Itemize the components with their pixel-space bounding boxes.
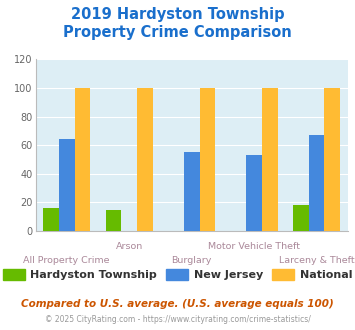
Text: Larceny & Theft: Larceny & Theft bbox=[279, 256, 355, 265]
Bar bbox=[137, 88, 153, 231]
Bar bbox=[309, 135, 324, 231]
Bar bbox=[262, 88, 278, 231]
Bar bbox=[43, 208, 59, 231]
Bar bbox=[59, 140, 75, 231]
Text: Motor Vehicle Theft: Motor Vehicle Theft bbox=[208, 242, 300, 251]
Legend: Hardyston Township, New Jersey, National: Hardyston Township, New Jersey, National bbox=[0, 265, 355, 285]
Bar bbox=[200, 88, 215, 231]
Text: All Property Crime: All Property Crime bbox=[23, 256, 110, 265]
Bar bbox=[184, 152, 200, 231]
Text: Burglary: Burglary bbox=[171, 256, 212, 265]
Bar bbox=[324, 88, 340, 231]
Bar bbox=[246, 155, 262, 231]
Text: 2019 Hardyston Township
Property Crime Comparison: 2019 Hardyston Township Property Crime C… bbox=[63, 7, 292, 40]
Bar bbox=[293, 205, 309, 231]
Bar bbox=[75, 88, 90, 231]
Text: Arson: Arson bbox=[116, 242, 143, 251]
Bar bbox=[106, 210, 121, 231]
Text: © 2025 CityRating.com - https://www.cityrating.com/crime-statistics/: © 2025 CityRating.com - https://www.city… bbox=[45, 315, 310, 324]
Text: Compared to U.S. average. (U.S. average equals 100): Compared to U.S. average. (U.S. average … bbox=[21, 299, 334, 309]
